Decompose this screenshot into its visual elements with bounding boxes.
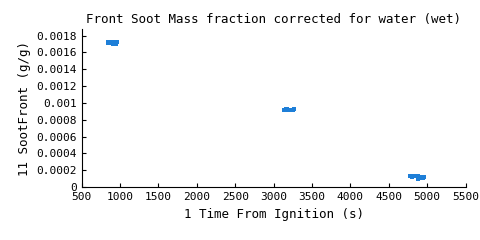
X-axis label: 1 Time From Ignition (s): 1 Time From Ignition (s) bbox=[183, 208, 364, 221]
Y-axis label: 11 SootFront (g/g): 11 SootFront (g/g) bbox=[18, 41, 31, 175]
Title: Front Soot Mass fraction corrected for water (wet): Front Soot Mass fraction corrected for w… bbox=[86, 13, 461, 26]
